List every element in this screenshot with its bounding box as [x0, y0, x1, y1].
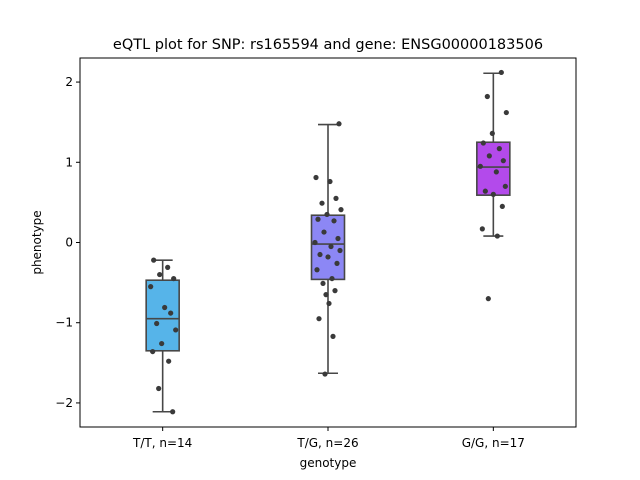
chart-title: eQTL plot for SNP: rs165594 and gene: EN…: [113, 37, 543, 53]
data-point: [317, 251, 323, 258]
y-axis-label: phenotype: [30, 210, 44, 274]
plot-area: [145, 69, 511, 415]
data-point: [336, 121, 342, 127]
data-point: [477, 163, 483, 169]
data-point: [335, 235, 341, 242]
x-tick-label: T/G, n=26: [296, 436, 358, 450]
data-point: [322, 371, 328, 377]
data-point: [337, 247, 343, 254]
data-point: [170, 409, 176, 415]
data-point: [338, 207, 344, 213]
data-point: [316, 316, 322, 322]
y-axis: −2 −1 0 1 2: [55, 75, 80, 410]
point-series: [312, 121, 344, 377]
data-point: [171, 275, 177, 282]
point-series: [148, 257, 179, 415]
data-point: [312, 239, 318, 246]
data-point: [500, 158, 506, 164]
data-point: [324, 211, 330, 218]
box-group: [476, 72, 511, 237]
data-point: [499, 203, 505, 210]
data-point: [503, 109, 509, 116]
data-point: [334, 260, 340, 266]
data-point: [479, 226, 485, 232]
y-tick-label: −2: [55, 396, 73, 410]
data-point: [490, 191, 496, 197]
data-point: [325, 254, 331, 260]
data-point: [332, 288, 338, 294]
data-point: [157, 271, 163, 278]
data-point: [489, 130, 495, 137]
x-axis: T/T, n=14 T/G, n=26 G/G, n=17: [132, 427, 525, 450]
data-point: [151, 257, 157, 263]
data-point: [496, 146, 502, 152]
data-point: [494, 233, 500, 239]
data-point: [486, 153, 492, 159]
data-point: [333, 195, 339, 201]
data-point: [480, 140, 486, 146]
data-point: [502, 183, 508, 189]
data-point: [148, 284, 154, 290]
box: [145, 279, 180, 352]
point-series: [477, 69, 509, 302]
data-point: [162, 304, 168, 311]
data-point: [485, 296, 491, 302]
data-point: [321, 229, 327, 235]
data-point: [165, 264, 171, 270]
x-tick-label: G/G, n=17: [462, 436, 525, 450]
data-point: [320, 280, 326, 287]
data-point: [498, 69, 504, 76]
data-point: [173, 327, 179, 333]
y-tick-label: 2: [65, 75, 73, 89]
data-point: [314, 267, 320, 273]
data-point: [484, 93, 490, 100]
y-tick-label: 0: [65, 236, 73, 250]
box-group: [145, 259, 180, 413]
data-point: [328, 243, 334, 250]
data-point: [323, 292, 329, 298]
data-point: [166, 358, 172, 364]
data-point: [330, 333, 336, 339]
data-point: [156, 385, 162, 392]
data-point: [319, 200, 325, 206]
y-tick-label: −1: [55, 316, 73, 330]
data-point: [326, 300, 332, 307]
data-point: [493, 169, 499, 175]
data-point: [159, 340, 165, 347]
x-axis-label: genotype: [300, 456, 357, 470]
data-point: [315, 216, 321, 222]
data-point: [150, 348, 156, 355]
data-point: [168, 310, 174, 316]
y-tick-label: 1: [65, 155, 73, 169]
data-point: [331, 218, 337, 224]
data-point: [313, 174, 319, 181]
data-point: [327, 178, 333, 185]
x-tick-label: T/T, n=14: [132, 436, 192, 450]
data-point: [482, 188, 488, 194]
data-point: [329, 275, 335, 282]
data-point: [154, 320, 160, 327]
